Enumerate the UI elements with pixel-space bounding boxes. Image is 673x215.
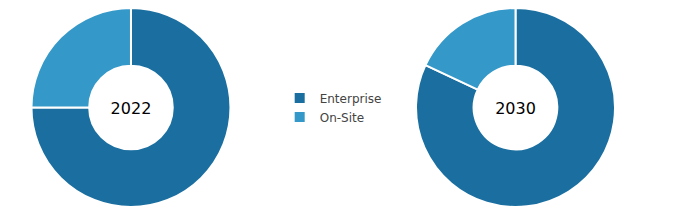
svg-text:Enterprise: Enterprise [320, 92, 382, 106]
svg-text:2022: 2022 [111, 99, 152, 118]
svg-text:2030: 2030 [495, 99, 536, 118]
svg-text:On-Site: On-Site [320, 111, 364, 125]
